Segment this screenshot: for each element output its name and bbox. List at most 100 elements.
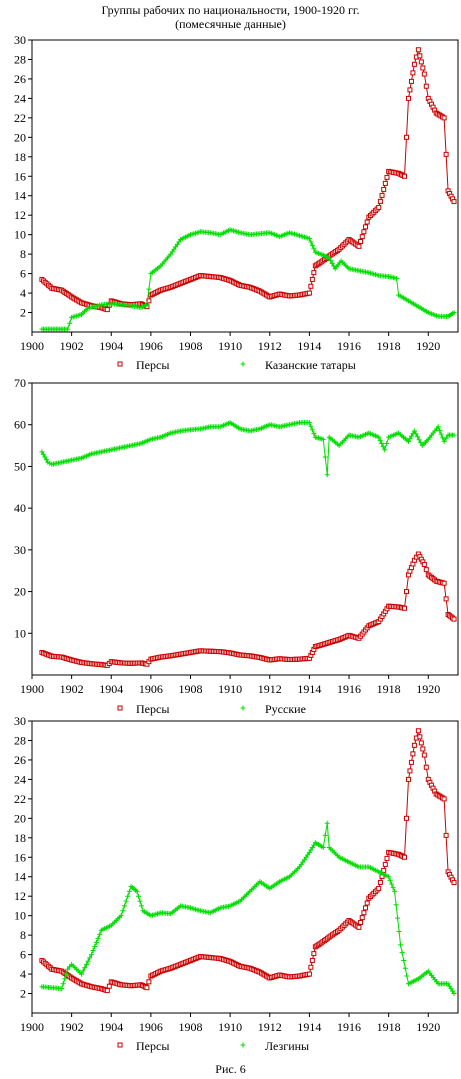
y-tick-label: 14 bbox=[14, 870, 26, 884]
legend-label-persians: Персы bbox=[136, 702, 169, 716]
data-point bbox=[308, 964, 314, 970]
data-point bbox=[118, 913, 124, 919]
x-tick-label: 1914 bbox=[297, 682, 321, 696]
data-point bbox=[443, 151, 449, 157]
data-point bbox=[390, 885, 396, 891]
y-tick-label: 30 bbox=[14, 543, 26, 557]
data-point bbox=[311, 246, 317, 252]
data-point bbox=[386, 874, 392, 880]
data-point bbox=[395, 915, 401, 921]
legend-marker-persians bbox=[117, 705, 123, 711]
data-point bbox=[415, 434, 421, 440]
data-point bbox=[394, 275, 400, 281]
data-point bbox=[308, 239, 314, 245]
y-tick-label: 22 bbox=[14, 111, 26, 125]
data-point bbox=[402, 854, 408, 860]
x-tick-label: 1908 bbox=[179, 1020, 203, 1034]
data-point bbox=[413, 431, 419, 437]
x-tick-label: 1910 bbox=[218, 339, 242, 353]
data-point bbox=[95, 935, 101, 941]
y-tick-label: 8 bbox=[20, 247, 26, 261]
data-point bbox=[308, 423, 314, 429]
data-point bbox=[361, 910, 367, 916]
data-point bbox=[39, 449, 45, 455]
data-point bbox=[441, 115, 447, 121]
data-point bbox=[423, 83, 429, 89]
x-tick-label: 1906 bbox=[139, 1020, 163, 1034]
x-tick-label: 1914 bbox=[297, 1020, 321, 1034]
series-other bbox=[39, 227, 457, 332]
data-point bbox=[438, 431, 444, 437]
data-point bbox=[423, 567, 429, 573]
x-tick-label: 1916 bbox=[337, 1020, 361, 1034]
data-point bbox=[435, 424, 441, 430]
legend-label-persians: Персы bbox=[136, 1039, 169, 1053]
data-point bbox=[408, 78, 414, 84]
y-tick-label: 4 bbox=[20, 967, 26, 981]
data-point bbox=[401, 957, 407, 963]
data-point bbox=[423, 764, 429, 770]
data-point bbox=[322, 454, 328, 460]
data-point bbox=[381, 186, 387, 192]
data-point bbox=[363, 224, 369, 230]
legend: Персы Казанские татары bbox=[117, 358, 356, 372]
data-point bbox=[324, 820, 330, 826]
data-point bbox=[60, 981, 66, 987]
y-tick-label: 10 bbox=[14, 228, 26, 242]
data-point bbox=[356, 924, 362, 930]
x-tick-label: 1908 bbox=[179, 339, 203, 353]
series-line bbox=[41, 728, 455, 992]
data-point bbox=[146, 979, 152, 985]
data-point bbox=[380, 444, 386, 450]
x-tick-label: 1920 bbox=[416, 339, 440, 353]
data-point bbox=[451, 991, 457, 997]
data-point bbox=[137, 898, 143, 904]
data-point bbox=[389, 881, 395, 887]
y-tick-label: 20 bbox=[14, 130, 26, 144]
x-tick-label: 1900 bbox=[20, 339, 44, 353]
y-tick-label: 40 bbox=[14, 501, 26, 515]
x-tick-label: 1912 bbox=[258, 339, 282, 353]
series-line bbox=[41, 553, 455, 666]
data-point bbox=[451, 880, 457, 886]
data-point bbox=[408, 433, 414, 439]
legend: Персы Лезгины bbox=[117, 1039, 309, 1053]
data-point bbox=[403, 815, 409, 821]
data-point bbox=[328, 258, 334, 264]
y-tick-label: 28 bbox=[14, 733, 26, 747]
data-point bbox=[144, 985, 150, 991]
data-point bbox=[59, 986, 65, 992]
series-line bbox=[41, 47, 455, 311]
x-tick-label: 1908 bbox=[179, 682, 203, 696]
data-point bbox=[134, 888, 140, 894]
data-point bbox=[451, 432, 457, 438]
data-point bbox=[92, 943, 98, 949]
data-point bbox=[104, 307, 110, 313]
data-point bbox=[415, 47, 421, 53]
data-point bbox=[331, 263, 337, 269]
y-tick-label: 16 bbox=[14, 169, 26, 183]
data-point bbox=[379, 440, 385, 446]
data-point bbox=[324, 472, 330, 478]
data-point bbox=[88, 952, 94, 958]
y-tick-label: 60 bbox=[14, 418, 26, 432]
y-tick-label: 24 bbox=[14, 91, 26, 105]
data-point bbox=[392, 888, 398, 894]
y-tick-label: 10 bbox=[14, 626, 26, 640]
x-tick-label: 1918 bbox=[377, 1020, 401, 1034]
data-point bbox=[376, 204, 382, 210]
x-tick-label: 1900 bbox=[20, 682, 44, 696]
data-point bbox=[93, 939, 99, 945]
data-point bbox=[146, 286, 152, 292]
data-point bbox=[379, 192, 385, 198]
x-tick-label: 1906 bbox=[139, 339, 163, 353]
data-point bbox=[82, 965, 88, 971]
data-point bbox=[407, 436, 413, 442]
data-point bbox=[376, 885, 382, 891]
data-point bbox=[420, 65, 426, 71]
y-tick-label: 20 bbox=[14, 585, 26, 599]
data-point bbox=[411, 61, 417, 67]
data-point bbox=[377, 437, 383, 443]
data-point bbox=[138, 903, 144, 909]
